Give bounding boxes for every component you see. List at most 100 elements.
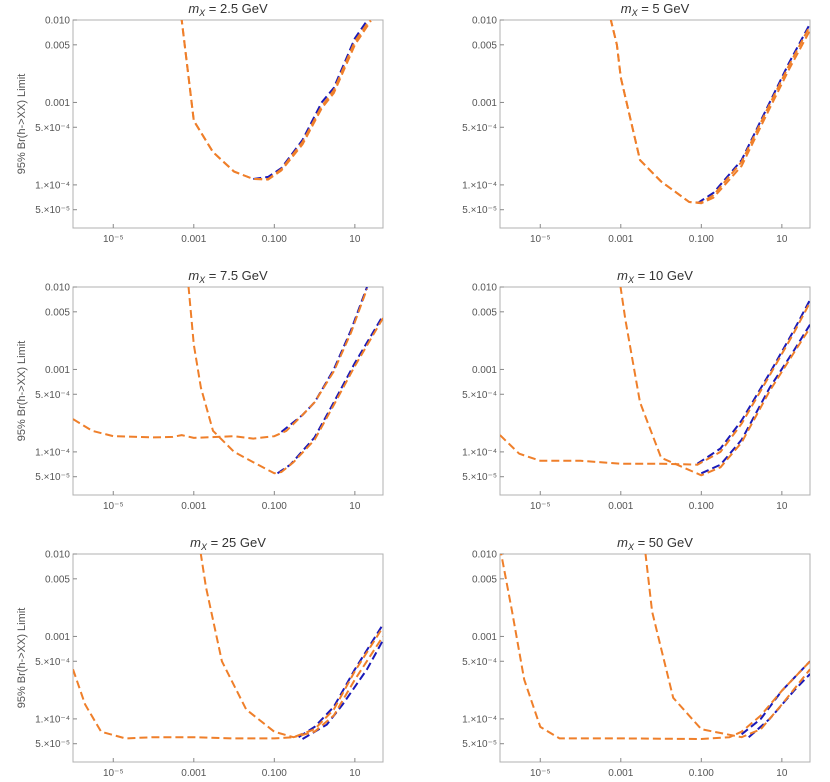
x-tick-label: 10 <box>349 768 361 779</box>
series-line-orange-1 <box>73 626 383 740</box>
series-line-orange-1 <box>609 20 810 204</box>
chart-title: mX = 50 GeV <box>617 535 693 552</box>
x-tick-label: 10 <box>776 768 788 779</box>
y-tick-label: 1.×10⁻⁴ <box>462 180 497 191</box>
y-tick-label: 0.001 <box>45 98 70 109</box>
y-tick-label: 0.005 <box>45 307 70 318</box>
y-tick-label: 5.×10⁻⁴ <box>462 123 497 134</box>
x-tick-label: 0.100 <box>689 501 714 512</box>
y-axis-label: 95% Br(h->XX) Limit <box>16 74 28 175</box>
x-tick-label: 10 <box>349 234 361 245</box>
y-tick-label: 0.005 <box>472 574 497 585</box>
series-line-blue-1 <box>696 299 810 465</box>
y-tick-label: 1.×10⁻⁴ <box>35 180 70 191</box>
y-tick-label: 0.001 <box>45 632 70 643</box>
series-line-orange-1 <box>500 301 810 466</box>
series-line-orange-2 <box>609 20 810 205</box>
y-tick-label: 0.010 <box>472 550 497 561</box>
y-tick-label: 0.005 <box>472 307 497 318</box>
y-tick-label: 5.×10⁻⁴ <box>35 657 70 668</box>
series-line-blue <box>696 23 810 205</box>
plot-frame <box>499 553 811 763</box>
series-line-orange-1 <box>180 20 371 180</box>
x-tick-label: 0.100 <box>689 768 714 779</box>
x-tick-label: 0.001 <box>608 501 633 512</box>
x-tick-label: 10 <box>776 501 788 512</box>
y-axis-label: 95% Br(h->XX) Limit <box>16 608 28 709</box>
y-tick-label: 5.×10⁻⁴ <box>462 390 497 401</box>
y-tick-label: 1.×10⁻⁴ <box>35 447 70 458</box>
chart-panel-4: 0.010 0.005 0.001 5.×10⁻⁴ 1.×10⁻⁴ 5.×10⁻⁵ 10⁻⁵… <box>462 268 811 512</box>
y-tick-label: 0.005 <box>472 40 497 51</box>
y-tick-label: 5.×10⁻⁵ <box>462 205 497 216</box>
x-tick-label: 10⁻⁵ <box>530 501 551 512</box>
x-tick-label: 0.001 <box>181 768 206 779</box>
y-tick-label: 5.×10⁻⁴ <box>35 123 70 134</box>
x-tick-label: 0.001 <box>181 234 206 245</box>
y-tick-label: 5.×10⁻⁴ <box>35 390 70 401</box>
y-tick-label: 0.001 <box>472 365 497 376</box>
series-line-orange-2 <box>644 554 810 739</box>
chart-title: mX = 25 GeV <box>190 535 266 552</box>
y-tick-label: 0.010 <box>45 550 70 561</box>
y-tick-label: 5.×10⁻⁵ <box>462 472 497 483</box>
y-tick-label: 0.001 <box>472 632 497 643</box>
series-line-orange-1 <box>500 554 810 740</box>
series-line-blue-1 <box>740 660 810 736</box>
chart-title: mX = 7.5 GeV <box>188 268 268 285</box>
y-tick-label: 0.001 <box>45 365 70 376</box>
series-line-orange-2 <box>180 20 372 181</box>
plot-frame <box>499 19 811 229</box>
x-tick-label: 10⁻⁵ <box>103 501 124 512</box>
y-tick-label: 0.010 <box>45 283 70 294</box>
chart-panel-3: 0.010 0.005 0.001 5.×10⁻⁴ 1.×10⁻⁴ 5.×10⁻⁵ 10⁻⁵… <box>16 268 384 512</box>
x-tick-label: 10 <box>349 501 361 512</box>
y-tick-label: 1.×10⁻⁴ <box>462 447 497 458</box>
y-tick-label: 0.010 <box>472 283 497 294</box>
plot-frame <box>72 286 384 496</box>
y-axis-label: 95% Br(h->XX) Limit <box>16 341 28 442</box>
series-line-blue-1 <box>280 287 368 433</box>
y-tick-label: 5.×10⁻⁵ <box>35 205 70 216</box>
chart-panel-1: 0.010 0.005 0.001 5.×10⁻⁴ 1.×10⁻⁴ 5.×10⁻⁵ 10⁻⁵… <box>16 1 384 245</box>
chart-title: mX = 10 GeV <box>617 268 693 285</box>
y-tick-label: 0.010 <box>472 16 497 27</box>
chart-panel-2: 0.010 0.005 0.001 5.×10⁻⁴ 1.×10⁻⁴ 5.×10⁻⁵ 10⁻⁵… <box>462 1 811 245</box>
series-line-blue-2 <box>276 315 383 475</box>
x-tick-label: 0.001 <box>608 234 633 245</box>
x-tick-label: 10⁻⁵ <box>530 768 551 779</box>
chart-title: mX = 2.5 GeV <box>188 1 268 18</box>
plot-frame <box>72 553 384 763</box>
series-line-orange-1 <box>73 288 368 440</box>
series-line-orange-2 <box>619 287 810 477</box>
x-tick-label: 0.100 <box>262 501 287 512</box>
x-tick-label: 0.001 <box>608 768 633 779</box>
chart-panel-5: 0.010 0.005 0.001 5.×10⁻⁴ 1.×10⁻⁴ 5.×10⁻⁵ 10⁻⁵… <box>16 535 384 779</box>
x-tick-label: 10⁻⁵ <box>530 234 551 245</box>
x-tick-label: 10 <box>776 234 788 245</box>
y-tick-label: 0.005 <box>45 40 70 51</box>
y-tick-label: 1.×10⁻⁴ <box>35 714 70 725</box>
x-tick-label: 0.001 <box>181 501 206 512</box>
y-tick-label: 5.×10⁻⁴ <box>462 657 497 668</box>
y-tick-label: 0.010 <box>45 16 70 27</box>
y-tick-label: 5.×10⁻⁵ <box>35 739 70 750</box>
y-tick-label: 5.×10⁻⁵ <box>35 472 70 483</box>
y-tick-label: 1.×10⁻⁴ <box>462 714 497 725</box>
x-tick-label: 0.100 <box>262 234 287 245</box>
plot-frame <box>499 286 811 496</box>
x-tick-label: 10⁻⁵ <box>103 768 124 779</box>
x-tick-label: 0.100 <box>689 234 714 245</box>
x-tick-label: 0.100 <box>262 768 287 779</box>
y-tick-label: 0.005 <box>45 574 70 585</box>
chart-title: mX = 5 GeV <box>621 1 690 18</box>
chart-panel-6: 0.010 0.005 0.001 5.×10⁻⁴ 1.×10⁻⁴ 5.×10⁻⁵ 10⁻⁵… <box>462 535 811 779</box>
series-line-blue <box>253 20 369 180</box>
y-tick-label: 0.001 <box>472 98 497 109</box>
plot-frame <box>72 19 384 229</box>
y-tick-label: 5.×10⁻⁵ <box>462 739 497 750</box>
series-line-orange-2 <box>187 287 383 475</box>
series-line-blue-1 <box>298 623 383 739</box>
x-tick-label: 10⁻⁵ <box>103 234 124 245</box>
